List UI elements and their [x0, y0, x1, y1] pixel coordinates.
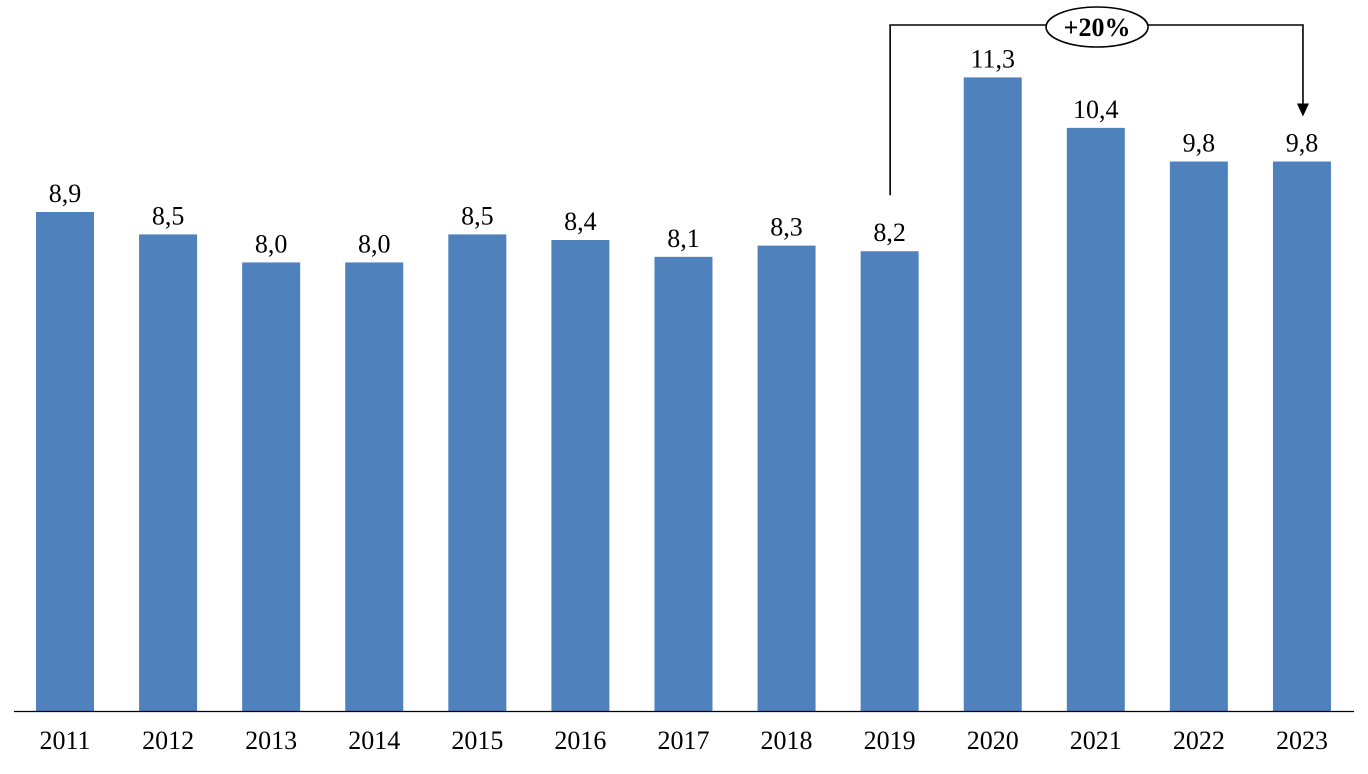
data-label-2015: 8,5 — [461, 201, 494, 230]
data-label-2021: 10,4 — [1073, 95, 1119, 124]
bar-2012 — [139, 234, 198, 711]
x-tick-2012: 2012 — [142, 726, 194, 755]
bar-2019 — [860, 251, 919, 711]
data-label-2013: 8,0 — [255, 229, 288, 258]
data-label-2017: 8,1 — [667, 224, 700, 253]
data-label-2019: 8,2 — [873, 218, 906, 247]
data-label-2014: 8,0 — [358, 229, 391, 258]
x-tick-2014: 2014 — [348, 726, 400, 755]
arrow-down-icon — [1296, 103, 1309, 117]
bar-2020 — [963, 77, 1022, 711]
x-tick-2023: 2023 — [1276, 726, 1328, 755]
bar-2017 — [654, 256, 713, 711]
annotation-label: +20% — [1064, 13, 1131, 42]
data-label-2018: 8,3 — [770, 213, 803, 242]
data-label-2023: 9,8 — [1286, 129, 1319, 158]
data-labels: 8,9 8,5 8,0 8,0 8,5 8,4 8,1 8,3 8,2 11,3 10,4 9,8 9,… — [49, 44, 1318, 258]
data-label-2012: 8,5 — [152, 201, 185, 230]
bar-2013 — [242, 262, 301, 711]
x-tick-2022: 2022 — [1173, 726, 1225, 755]
bar-2023 — [1272, 161, 1331, 711]
bars — [36, 77, 1331, 712]
bar-2021 — [1066, 127, 1125, 711]
data-label-2011: 8,9 — [49, 179, 82, 208]
bar-2011 — [36, 211, 94, 712]
data-label-2020: 11,3 — [970, 44, 1015, 73]
growth-annotation: +20% — [889, 6, 1309, 196]
annotation-ellipse — [1045, 6, 1149, 48]
x-tick-2018: 2018 — [761, 726, 813, 755]
bar-2018 — [757, 245, 816, 711]
x-tick-2015: 2015 — [451, 726, 503, 755]
x-tick-2011: 2011 — [39, 726, 90, 755]
x-tick-2017: 2017 — [657, 726, 709, 755]
bar-2015 — [448, 234, 507, 711]
x-tick-2019: 2019 — [864, 726, 916, 755]
bar-2022 — [1169, 161, 1228, 711]
x-tick-labels: 2011 2012 2013 2014 2015 2016 2017 2018 2019 2020… — [39, 726, 1327, 755]
x-tick-2016: 2016 — [554, 726, 606, 755]
data-label-2022: 9,8 — [1183, 129, 1216, 158]
bar-2016 — [551, 240, 610, 711]
bar-2014 — [345, 262, 404, 711]
x-tick-2013: 2013 — [245, 726, 297, 755]
x-tick-2021: 2021 — [1070, 726, 1122, 755]
data-label-2016: 8,4 — [564, 207, 597, 236]
x-tick-2020: 2020 — [967, 726, 1019, 755]
